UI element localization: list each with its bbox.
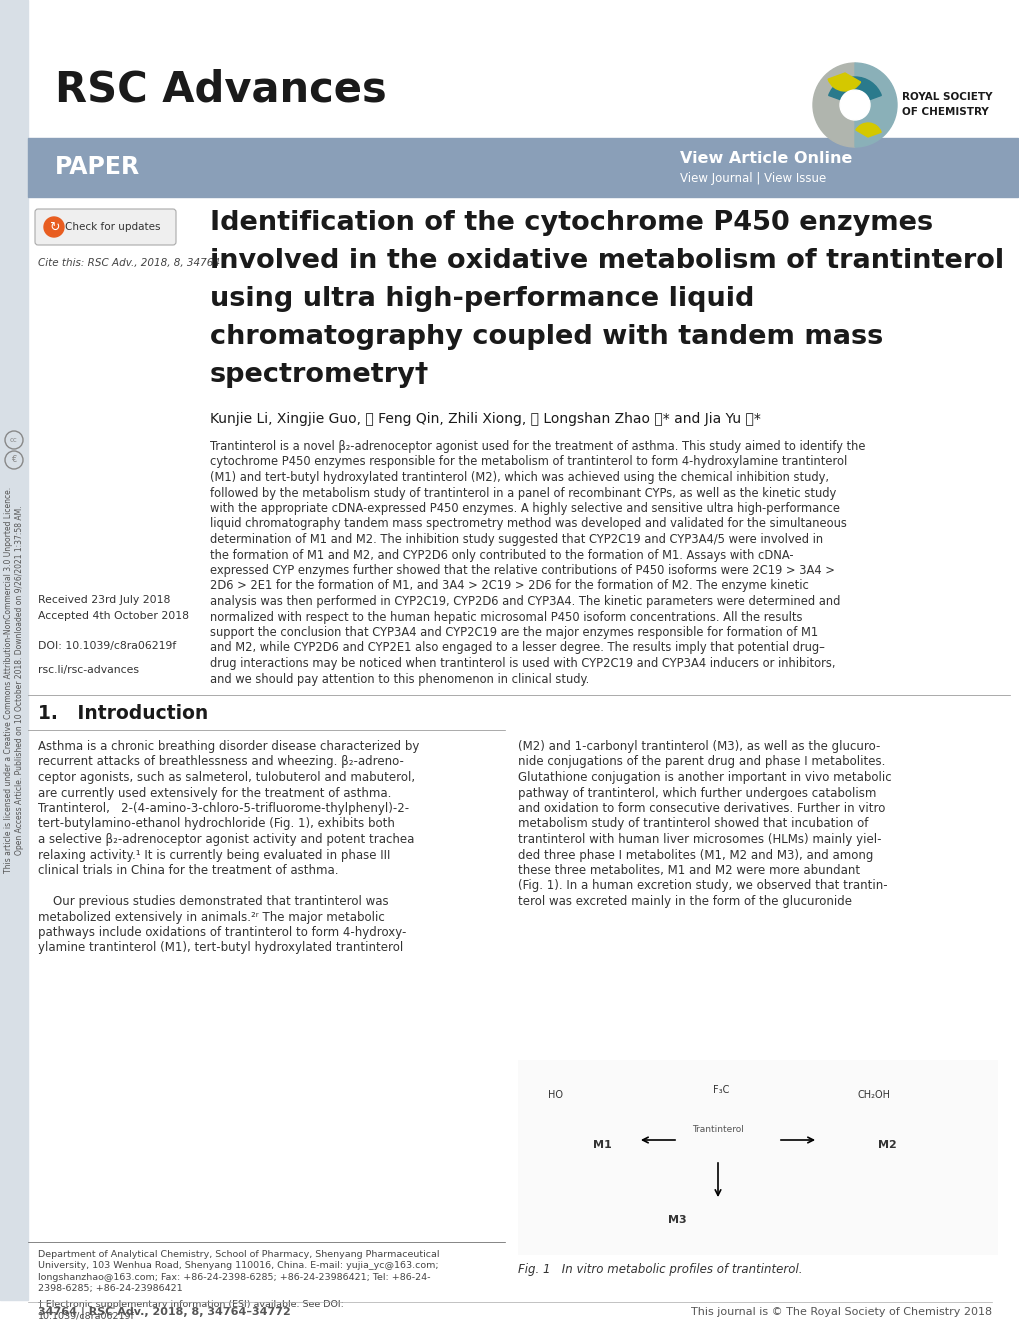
Text: Trantinterol,   2-(4-amino-3-chloro-5-trifluorome-thylphenyl)-2-: Trantinterol, 2-(4-amino-3-chloro-5-trif… xyxy=(38,802,409,814)
Text: ylamine trantinterol (M1), tert-butyl hydroxylated trantinterol: ylamine trantinterol (M1), tert-butyl hy… xyxy=(38,941,403,955)
Text: PAPER: PAPER xyxy=(55,155,140,179)
Text: a selective β₂-adrenoceptor agonist activity and potent trachea: a selective β₂-adrenoceptor agonist acti… xyxy=(38,833,414,846)
Bar xyxy=(28,138,1017,198)
Text: pathways include oxidations of trantinterol to form 4-hydroxy-: pathways include oxidations of trantinte… xyxy=(38,926,406,939)
Text: expressed CYP enzymes further showed that the relative contributions of P450 iso: expressed CYP enzymes further showed tha… xyxy=(210,563,835,577)
Wedge shape xyxy=(827,77,880,105)
Text: M3: M3 xyxy=(667,1215,686,1226)
Text: terol was excreted mainly in the form of the glucuronide: terol was excreted mainly in the form of… xyxy=(518,894,851,908)
Wedge shape xyxy=(827,73,860,91)
Text: recurrent attacks of breathlessness and wheezing. β₂-adreno-: recurrent attacks of breathlessness and … xyxy=(38,756,404,769)
Text: † Electronic supplementary information (ESI) available. See DOI:: † Electronic supplementary information (… xyxy=(38,1300,343,1310)
Text: This journal is © The Royal Society of Chemistry 2018: This journal is © The Royal Society of C… xyxy=(690,1307,991,1318)
Text: metabolism study of trantinterol showed that incubation of: metabolism study of trantinterol showed … xyxy=(518,817,867,830)
Text: View Journal | View Issue: View Journal | View Issue xyxy=(680,172,825,184)
Text: This article is licensed under a Creative Commons Attribution-NonCommercial 3.0 : This article is licensed under a Creativ… xyxy=(4,487,13,873)
Text: determination of M1 and M2. The inhibition study suggested that CYP2C19 and CYP3: determination of M1 and M2. The inhibiti… xyxy=(210,533,822,546)
Text: €: € xyxy=(11,455,16,465)
Text: Received 23rd July 2018: Received 23rd July 2018 xyxy=(38,595,170,605)
Text: spectrometry†: spectrometry† xyxy=(210,362,429,388)
Text: using ultra high-performance liquid: using ultra high-performance liquid xyxy=(210,286,754,312)
Wedge shape xyxy=(855,123,880,138)
Text: are currently used extensively for the treatment of asthma.: are currently used extensively for the t… xyxy=(38,786,391,800)
Text: University, 103 Wenhua Road, Shenyang 110016, China. E-mail: yujia_yc@163.com;: University, 103 Wenhua Road, Shenyang 11… xyxy=(38,1262,438,1271)
Text: 34764 | RSC Adv., 2018, 8, 34764–34772: 34764 | RSC Adv., 2018, 8, 34764–34772 xyxy=(38,1307,290,1318)
Text: Kunjie Li, Xingjie Guo, ⓘ Feng Qin, Zhili Xiong, ⓘ Longshan Zhao ⓘ* and Jia Yu ⓘ: Kunjie Li, Xingjie Guo, ⓘ Feng Qin, Zhil… xyxy=(210,413,760,426)
Text: support the conclusion that CYP3A4 and CYP2C19 are the major enzymes responsible: support the conclusion that CYP3A4 and C… xyxy=(210,626,817,639)
Text: Our previous studies demonstrated that trantinterol was: Our previous studies demonstrated that t… xyxy=(38,894,388,908)
Text: (Fig. 1). In a human excretion study, we observed that trantin-: (Fig. 1). In a human excretion study, we… xyxy=(518,880,887,893)
Text: ceptor agonists, such as salmeterol, tulobuterol and mabuterol,: ceptor agonists, such as salmeterol, tul… xyxy=(38,772,415,784)
Text: tert-butylamino-ethanol hydrochloride (Fig. 1), exhibits both: tert-butylamino-ethanol hydrochloride (F… xyxy=(38,817,394,830)
Text: and oxidation to form consecutive derivatives. Further in vitro: and oxidation to form consecutive deriva… xyxy=(518,802,884,814)
Text: Open Access Article. Published on 10 October 2018. Downloaded on 9/26/2021 1:37:: Open Access Article. Published on 10 Oct… xyxy=(15,505,24,854)
Text: chromatography coupled with tandem mass: chromatography coupled with tandem mass xyxy=(210,324,882,350)
Text: drug interactions may be noticed when trantinterol is used with CYP2C19 and CYP3: drug interactions may be noticed when tr… xyxy=(210,657,835,670)
Text: normalized with respect to the human hepatic microsomal P450 isoform concentrati: normalized with respect to the human hep… xyxy=(210,610,802,623)
Text: relaxing activity.¹ It is currently being evaluated in phase III: relaxing activity.¹ It is currently bein… xyxy=(38,849,390,861)
Text: (M1) and tert-butyl hydroxylated trantinterol (M2), which was achieved using the: (M1) and tert-butyl hydroxylated trantin… xyxy=(210,471,828,485)
Text: Fig. 1   In vitro metabolic profiles of trantinterol.: Fig. 1 In vitro metabolic profiles of tr… xyxy=(518,1263,802,1276)
Text: 1.   Introduction: 1. Introduction xyxy=(38,704,208,724)
Text: and we should pay attention to this phenomenon in clinical study.: and we should pay attention to this phen… xyxy=(210,673,589,685)
Text: Asthma is a chronic breathing disorder disease characterized by: Asthma is a chronic breathing disorder d… xyxy=(38,740,419,753)
Text: cytochrome P450 enzymes responsible for the metabolism of trantinterol to form 4: cytochrome P450 enzymes responsible for … xyxy=(210,455,847,469)
Text: rsc.li/rsc-advances: rsc.li/rsc-advances xyxy=(38,665,139,676)
Text: ROYAL SOCIETY: ROYAL SOCIETY xyxy=(901,92,991,101)
Text: F₃C: F₃C xyxy=(712,1085,729,1095)
Text: clinical trials in China for the treatment of asthma.: clinical trials in China for the treatme… xyxy=(38,864,338,877)
Text: liquid chromatography tandem mass spectrometry method was developed and validate: liquid chromatography tandem mass spectr… xyxy=(210,518,846,530)
Text: Trantinterol is a novel β₂-adrenoceptor agonist used for the treatment of asthma: Trantinterol is a novel β₂-adrenoceptor … xyxy=(210,441,865,453)
Text: Accepted 4th October 2018: Accepted 4th October 2018 xyxy=(38,611,189,621)
Wedge shape xyxy=(812,63,854,147)
Text: Check for updates: Check for updates xyxy=(65,222,161,232)
Text: metabolized extensively in animals.²ʳ The major metabolic: metabolized extensively in animals.²ʳ Th… xyxy=(38,910,384,924)
Text: View Article Online: View Article Online xyxy=(680,151,852,166)
Text: nide conjugations of the parent drug and phase I metabolites.: nide conjugations of the parent drug and… xyxy=(518,756,884,769)
Text: the formation of M1 and M2, and CYP2D6 only contributed to the formation of M1. : the formation of M1 and M2, and CYP2D6 o… xyxy=(210,549,793,562)
Text: Department of Analytical Chemistry, School of Pharmacy, Shenyang Pharmaceutical: Department of Analytical Chemistry, Scho… xyxy=(38,1250,439,1259)
Text: longshanzhao@163.com; Fax: +86-24-2398-6285; +86-24-23986421; Tel: +86-24-: longshanzhao@163.com; Fax: +86-24-2398-6… xyxy=(38,1274,430,1282)
Text: HO: HO xyxy=(547,1089,562,1100)
Text: OF CHEMISTRY: OF CHEMISTRY xyxy=(901,107,987,117)
Bar xyxy=(518,1060,997,1255)
Text: 10.1039/c8ra06219f: 10.1039/c8ra06219f xyxy=(38,1311,135,1320)
Text: ded three phase I metabolites (M1, M2 and M3), and among: ded three phase I metabolites (M1, M2 an… xyxy=(518,849,872,861)
Bar xyxy=(0,0,28,1300)
Text: trantinterol with human liver microsomes (HLMs) mainly yiel-: trantinterol with human liver microsomes… xyxy=(518,833,880,846)
Wedge shape xyxy=(854,63,896,147)
Text: (M2) and 1-carbonyl trantinterol (M3), as well as the glucuro-: (M2) and 1-carbonyl trantinterol (M3), a… xyxy=(518,740,879,753)
Text: cc: cc xyxy=(10,437,18,443)
Text: and M2, while CYP2D6 and CYP2E1 also engaged to a lesser degree. The results imp: and M2, while CYP2D6 and CYP2E1 also eng… xyxy=(210,642,824,654)
Text: M1: M1 xyxy=(592,1140,611,1149)
Text: 2D6 > 2E1 for the formation of M1, and 3A4 > 2C19 > 2D6 for the formation of M2.: 2D6 > 2E1 for the formation of M1, and 3… xyxy=(210,579,808,593)
Text: DOI: 10.1039/c8ra06219f: DOI: 10.1039/c8ra06219f xyxy=(38,641,176,651)
Text: ↻: ↻ xyxy=(49,220,59,234)
Text: Cite this: RSC Adv., 2018, 8, 34764: Cite this: RSC Adv., 2018, 8, 34764 xyxy=(38,258,220,268)
Circle shape xyxy=(840,89,869,120)
Circle shape xyxy=(44,218,64,238)
Text: CH₂OH: CH₂OH xyxy=(857,1089,891,1100)
Text: RSC Advances: RSC Advances xyxy=(55,69,386,111)
Text: Trantinterol: Trantinterol xyxy=(691,1125,743,1133)
Text: with the appropriate cDNA-expressed P450 enzymes. A highly selective and sensiti: with the appropriate cDNA-expressed P450… xyxy=(210,502,840,515)
FancyBboxPatch shape xyxy=(35,210,176,246)
Text: 2398-6285; +86-24-23986421: 2398-6285; +86-24-23986421 xyxy=(38,1284,182,1294)
Text: pathway of trantinterol, which further undergoes catabolism: pathway of trantinterol, which further u… xyxy=(518,786,875,800)
Text: Glutathione conjugation is another important in vivo metabolic: Glutathione conjugation is another impor… xyxy=(518,772,891,784)
Text: analysis was then performed in CYP2C19, CYP2D6 and CYP3A4. The kinetic parameter: analysis was then performed in CYP2C19, … xyxy=(210,595,840,607)
Text: M2: M2 xyxy=(877,1140,896,1149)
Text: these three metabolites, M1 and M2 were more abundant: these three metabolites, M1 and M2 were … xyxy=(518,864,859,877)
Text: followed by the metabolism study of trantinterol in a panel of recombinant CYPs,: followed by the metabolism study of tran… xyxy=(210,486,836,499)
Text: involved in the oxidative metabolism of trantinterol: involved in the oxidative metabolism of … xyxy=(210,248,1003,274)
Text: Identification of the cytochrome P450 enzymes: Identification of the cytochrome P450 en… xyxy=(210,210,932,236)
